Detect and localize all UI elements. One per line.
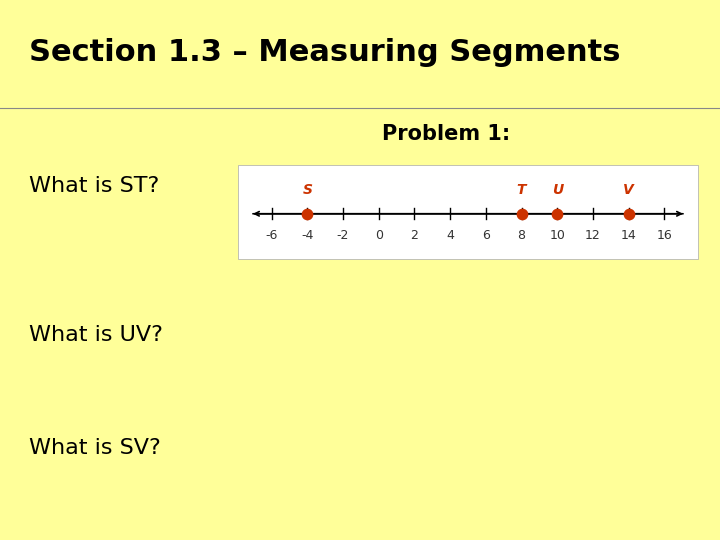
Text: 14: 14 (621, 229, 636, 242)
Text: 8: 8 (518, 229, 526, 242)
Text: What is UV?: What is UV? (29, 325, 163, 345)
Text: S: S (302, 184, 312, 198)
Bar (238, 165, 698, 259)
Text: V: V (624, 184, 634, 198)
Point (302, 210, 313, 218)
Text: 12: 12 (585, 229, 601, 242)
Point (552, 210, 563, 218)
Text: T: T (517, 184, 526, 198)
Text: What is SV?: What is SV? (29, 438, 161, 458)
Text: -6: -6 (266, 229, 278, 242)
Text: -4: -4 (301, 229, 313, 242)
Text: 4: 4 (446, 229, 454, 242)
Text: U: U (552, 184, 563, 198)
Text: -2: -2 (337, 229, 349, 242)
Text: What is ST?: What is ST? (29, 176, 159, 197)
Text: 16: 16 (657, 229, 672, 242)
Text: Section 1.3 – Measuring Segments: Section 1.3 – Measuring Segments (29, 38, 621, 67)
Point (623, 210, 634, 218)
Text: Problem 1:: Problem 1: (382, 124, 510, 144)
Text: 2: 2 (410, 229, 418, 242)
Text: 6: 6 (482, 229, 490, 242)
Text: 10: 10 (549, 229, 565, 242)
Text: 0: 0 (374, 229, 383, 242)
Point (516, 210, 527, 218)
